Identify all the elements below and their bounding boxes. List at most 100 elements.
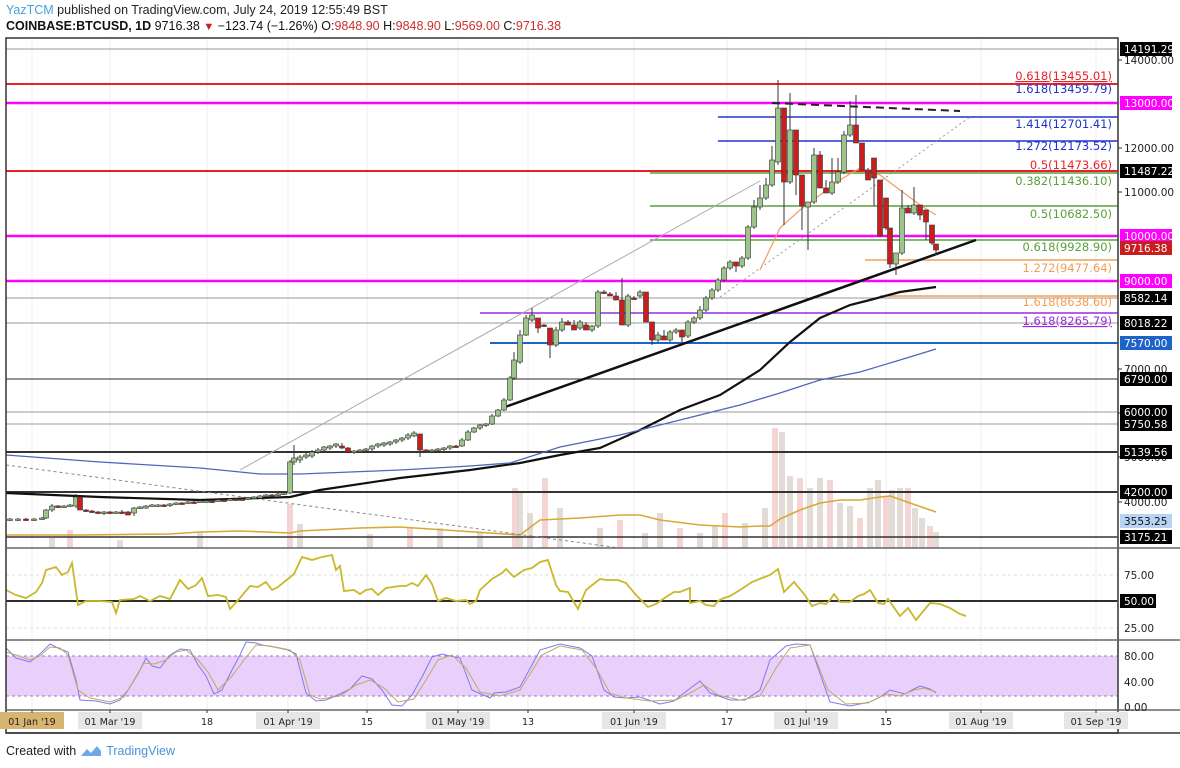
candle-body	[847, 124, 853, 136]
candle-body	[281, 492, 287, 495]
candle-body	[727, 261, 733, 269]
time-tick-badge	[1064, 712, 1128, 729]
time-tick-label: 01 Jul '19	[784, 717, 828, 728]
price-badge	[1120, 445, 1172, 459]
candle-body	[447, 445, 453, 449]
volume-bar	[762, 508, 768, 548]
candle-body	[209, 500, 215, 503]
candle-body	[535, 317, 541, 329]
volume-bar	[477, 532, 483, 548]
volume-bar	[919, 518, 925, 548]
volume-bar	[867, 488, 873, 548]
price-badge-label: 9000.00	[1124, 276, 1167, 288]
candle-body	[769, 159, 775, 186]
candle-body	[49, 505, 55, 511]
candle-body	[643, 291, 649, 323]
volume-bar	[912, 508, 918, 548]
candle-body	[339, 445, 345, 449]
tradingview-brand[interactable]: TradingView	[106, 744, 175, 758]
candle-body	[661, 335, 667, 341]
candle-body	[215, 499, 221, 502]
candle-body	[167, 503, 173, 506]
volume-bar	[787, 476, 793, 548]
rsi-tick-label: 75.00	[1124, 570, 1154, 582]
candle-body	[601, 291, 607, 294]
candle-body	[405, 434, 411, 439]
candle-body	[185, 501, 191, 504]
volume-bar	[287, 504, 293, 548]
price-badge-label: 4200.00	[1124, 487, 1167, 499]
price-badge-label: 11487.22	[1124, 166, 1174, 178]
price-badge	[1120, 42, 1172, 56]
rsi-line	[5, 553, 967, 622]
candle-body	[799, 174, 805, 207]
candle-body	[595, 291, 601, 327]
high-label: H:	[383, 19, 396, 33]
candle-body	[709, 289, 715, 299]
candle-body	[321, 446, 327, 451]
candle-body	[501, 399, 507, 411]
volume-bar	[407, 528, 413, 548]
tradingview-logo-icon	[81, 746, 102, 756]
fib-label: 0.618(9928.90)	[1023, 240, 1112, 254]
volume-bar	[617, 520, 623, 548]
candle-body	[589, 325, 595, 331]
volume-bar	[933, 532, 939, 548]
candle-body	[703, 297, 709, 311]
volume-bar	[827, 480, 833, 548]
candle-body	[417, 433, 423, 451]
price-badge-label: 10000.00	[1124, 231, 1174, 243]
time-tick-label: 15	[880, 717, 892, 728]
time-tick-label: 17	[721, 717, 733, 728]
price-axis[interactable]: 14000.0012000.0011000.007000.006000.0050…	[1118, 42, 1174, 714]
grid-lines	[31, 38, 1097, 710]
candle-body	[393, 439, 399, 443]
candle-body	[793, 129, 799, 176]
author-link[interactable]: YazTCM	[6, 3, 54, 17]
volume-bar	[697, 533, 703, 548]
candle-body	[841, 134, 847, 173]
candle-body	[327, 445, 333, 449]
last-price: 9716.38	[154, 19, 200, 33]
price-badge	[1120, 514, 1172, 528]
candle-body	[583, 324, 589, 331]
candle-body	[191, 501, 197, 504]
candle-body	[357, 449, 363, 452]
stoch-d-line	[5, 644, 937, 705]
open-value: 9848.90	[334, 19, 380, 33]
candle-body	[119, 511, 125, 514]
volume-bar	[897, 488, 903, 548]
candle-body	[333, 443, 339, 447]
candle-body	[865, 169, 871, 181]
candle-body	[155, 504, 161, 507]
volume-bar	[542, 478, 548, 548]
candle-body	[149, 504, 155, 507]
candle-body	[125, 511, 131, 516]
volume-bar	[117, 540, 123, 548]
ohlc-legend: COINBASE:BTCUSD, 1D 9716.38 ▼ −123.74 (−…	[6, 19, 561, 33]
time-tick-label: 13	[522, 717, 534, 728]
price-badge	[1120, 229, 1172, 243]
candle-body	[315, 449, 321, 453]
candle-body	[297, 456, 303, 461]
candle-body	[625, 295, 631, 326]
footer: Created with TradingView	[6, 744, 175, 758]
time-axis[interactable]: 01 Jan '19 01 Mar '19 18 01 Apr '19 15 01 May…	[0, 710, 1128, 729]
volume-bar	[642, 533, 648, 548]
candle-body	[375, 443, 381, 447]
candlesticks	[7, 80, 939, 521]
candle-body	[31, 518, 37, 521]
time-tick-label: 01 Jun '19	[610, 717, 658, 728]
candle-body	[287, 461, 293, 494]
price-badge-label: 6000.00	[1124, 407, 1167, 419]
candle-body	[23, 518, 29, 521]
stoch-tick-label: 40.00	[1124, 677, 1154, 689]
moving-average-line	[5, 348, 937, 475]
candle-body	[763, 184, 769, 199]
candle-body	[251, 496, 257, 499]
candle-body	[161, 504, 167, 507]
candle-body	[715, 279, 721, 291]
volume-bar	[197, 532, 203, 548]
candle-body	[787, 129, 793, 183]
